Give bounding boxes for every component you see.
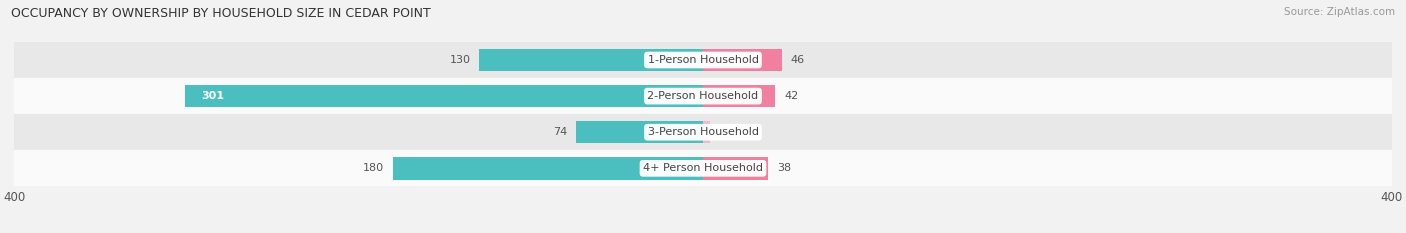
Bar [14, 150, 1392, 186]
Text: 130: 130 [450, 55, 471, 65]
Text: 46: 46 [790, 55, 806, 65]
Bar [14, 114, 1392, 150]
Bar [184, 85, 703, 107]
Bar [703, 157, 769, 180]
Bar [14, 78, 1392, 114]
Bar [392, 157, 703, 180]
Text: 4+ Person Household: 4+ Person Household [643, 163, 763, 173]
Text: Source: ZipAtlas.com: Source: ZipAtlas.com [1284, 7, 1395, 17]
Text: OCCUPANCY BY OWNERSHIP BY HOUSEHOLD SIZE IN CEDAR POINT: OCCUPANCY BY OWNERSHIP BY HOUSEHOLD SIZE… [11, 7, 432, 20]
Text: 180: 180 [363, 163, 384, 173]
Text: 4: 4 [718, 127, 725, 137]
Bar [703, 121, 710, 144]
Text: 3-Person Household: 3-Person Household [648, 127, 758, 137]
Text: 1-Person Household: 1-Person Household [648, 55, 758, 65]
Text: 74: 74 [553, 127, 567, 137]
Bar [14, 42, 1392, 78]
Bar [575, 121, 703, 144]
Text: 301: 301 [202, 91, 225, 101]
Text: 42: 42 [785, 91, 799, 101]
Text: 2-Person Household: 2-Person Household [647, 91, 759, 101]
Bar [703, 49, 782, 71]
Bar [479, 49, 703, 71]
Text: 38: 38 [778, 163, 792, 173]
Bar [703, 85, 775, 107]
